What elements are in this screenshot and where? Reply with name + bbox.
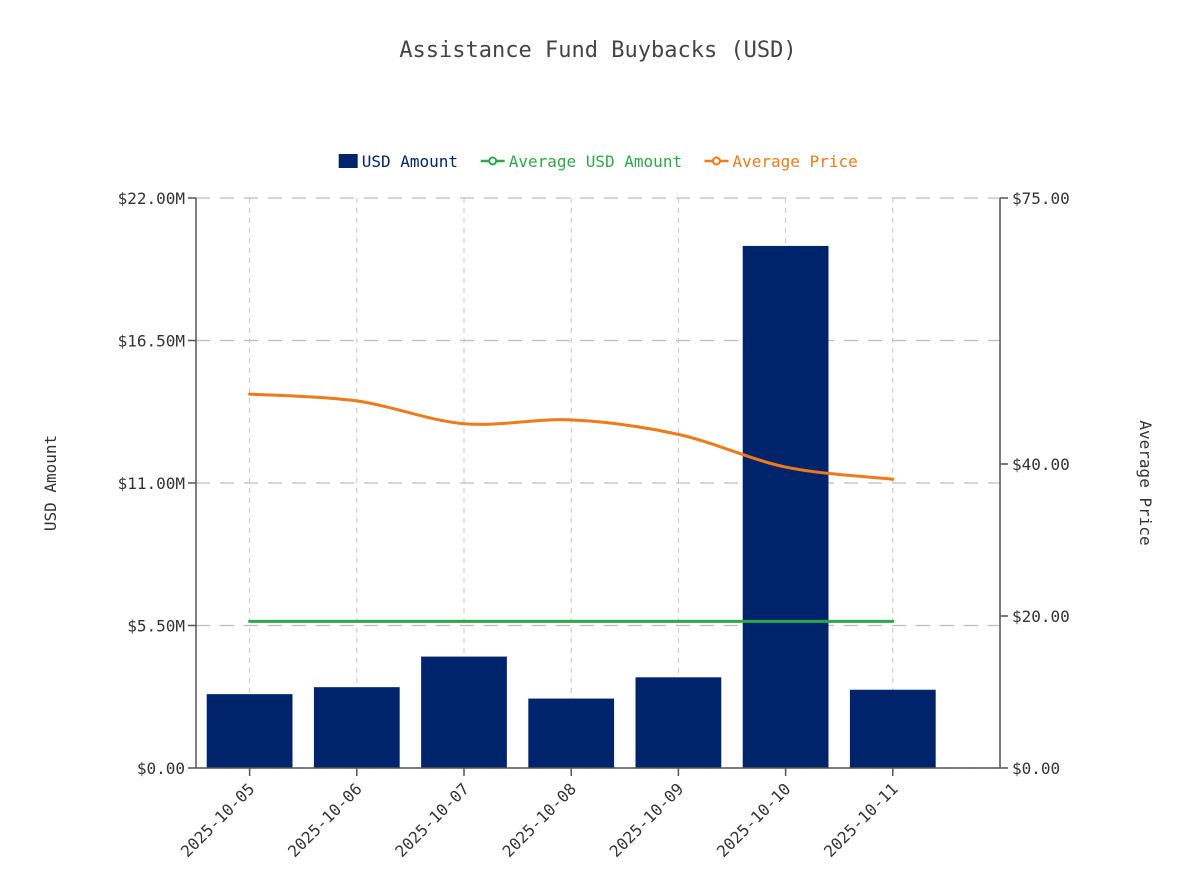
y-left-tick-label: $16.50M: [118, 332, 185, 351]
legend-item: Average Price: [704, 152, 858, 171]
x-tick-label: 2025-10-10: [713, 779, 795, 861]
legend-label: USD Amount: [362, 152, 458, 171]
y-right-tick-label: $0.00: [1012, 759, 1060, 778]
line-series: [248, 392, 895, 623]
x-tick-label: 2025-10-05: [177, 779, 259, 861]
bar-series: [206, 245, 936, 768]
series-line: [248, 392, 895, 481]
x-tick-label: 2025-10-11: [820, 779, 902, 861]
y-left-tick-label: $22.00M: [118, 189, 185, 208]
x-tick-label: 2025-10-09: [606, 779, 688, 861]
y-right-tick-label: $40.00: [1012, 455, 1070, 474]
bar: [421, 656, 507, 768]
chart-title: Assistance Fund Buybacks (USD): [399, 38, 796, 63]
bar: [635, 677, 722, 768]
bar: [528, 698, 615, 768]
bar: [206, 694, 293, 768]
grid: [196, 197, 1000, 769]
y-right-tick-label: $20.00: [1012, 607, 1070, 626]
legend-swatch-marker: [712, 156, 721, 166]
y-left-tick-label: $11.00M: [118, 474, 185, 493]
bar: [742, 245, 829, 768]
legend-item: Average USD Amount: [480, 152, 682, 171]
legend-swatch-marker: [488, 156, 498, 166]
bar: [849, 689, 936, 768]
y-right-axis-title: Average Price: [1136, 420, 1155, 545]
legend-item: USD Amount: [338, 152, 458, 171]
y-left-axis-title: USD Amount: [41, 435, 60, 531]
x-tick-label: 2025-10-08: [498, 779, 580, 861]
x-tick-label: 2025-10-06: [284, 779, 366, 861]
bar: [313, 687, 400, 768]
legend-label: Average Price: [733, 152, 858, 171]
y-left-tick-label: $5.50M: [127, 617, 185, 636]
y-right-tick-label: $75.00: [1012, 189, 1070, 208]
legend: USD Amount Average USD Amount Average Pric…: [338, 152, 858, 171]
y-left-tick-label: $0.00: [137, 759, 185, 778]
x-tick-label: 2025-10-07: [391, 779, 473, 861]
legend-label: Average USD Amount: [509, 152, 682, 171]
legend-swatch-bar: [338, 154, 358, 168]
